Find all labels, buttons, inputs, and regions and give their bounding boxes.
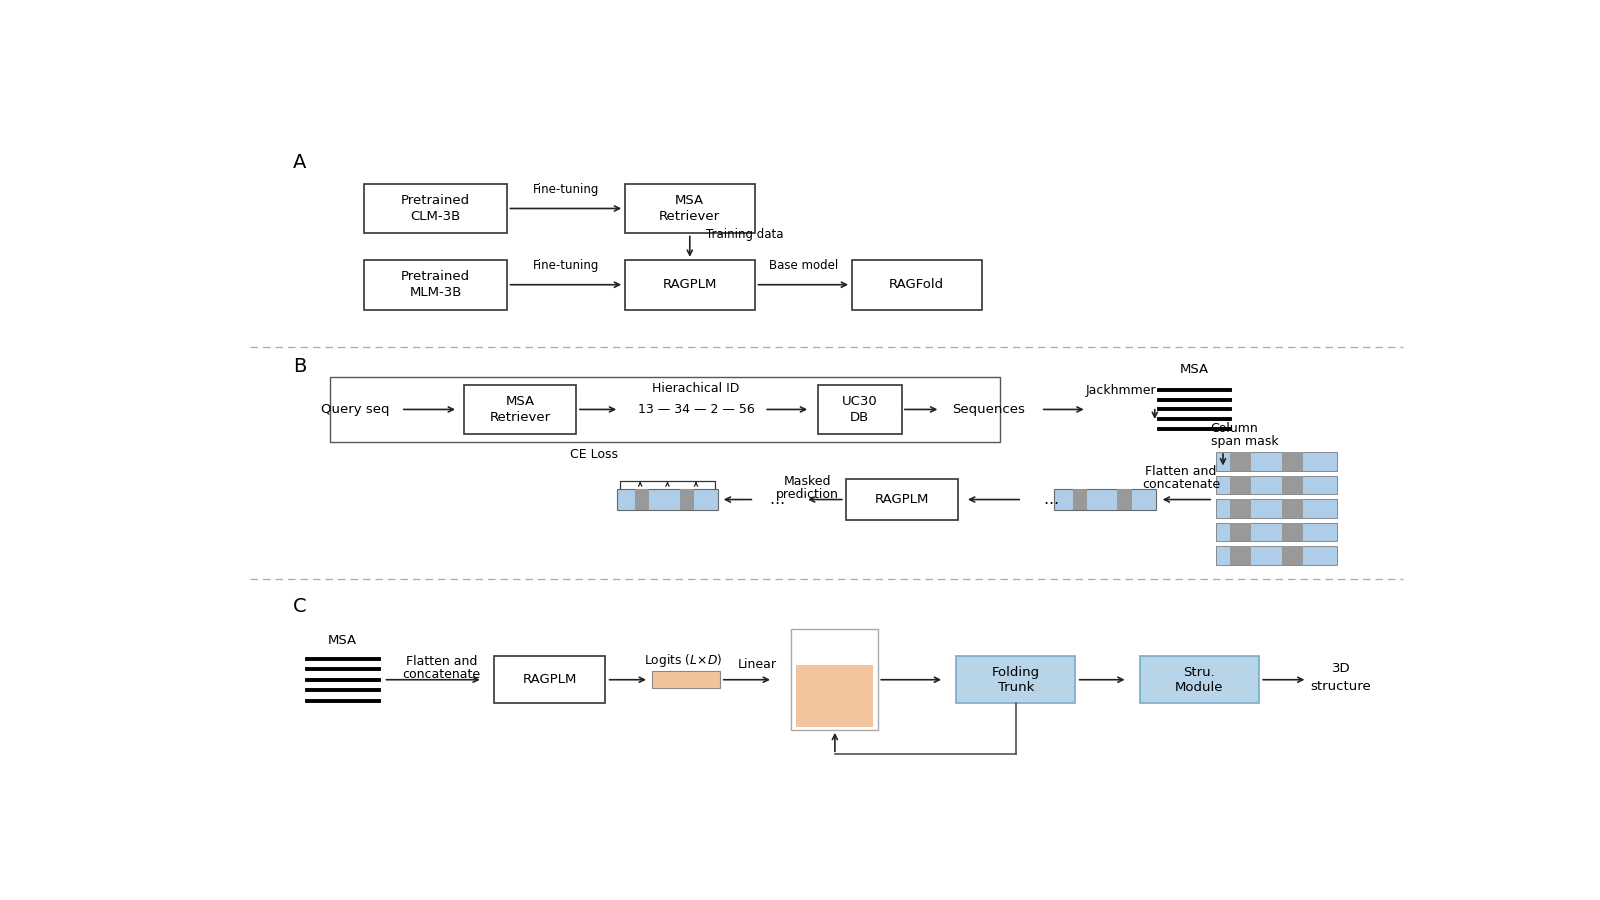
Bar xyxy=(1054,490,1157,510)
Bar xyxy=(1282,546,1302,565)
Text: concatenate: concatenate xyxy=(1142,478,1219,491)
Bar xyxy=(1216,523,1338,542)
Bar xyxy=(635,490,650,510)
Text: Logits ($L\!\times\!D$): Logits ($L\!\times\!D$) xyxy=(645,652,723,669)
Text: …: … xyxy=(1043,492,1058,507)
Text: CE Loss: CE Loss xyxy=(570,448,618,461)
Text: structure: structure xyxy=(1310,680,1371,693)
Bar xyxy=(1216,452,1338,471)
FancyBboxPatch shape xyxy=(846,480,958,519)
Bar xyxy=(1216,475,1338,494)
Text: RAGPLM: RAGPLM xyxy=(875,493,930,506)
Text: prediction: prediction xyxy=(776,488,838,500)
Text: RAGPLM: RAGPLM xyxy=(662,278,717,292)
FancyBboxPatch shape xyxy=(1139,656,1259,703)
Text: Fine-tuning: Fine-tuning xyxy=(533,259,598,272)
Text: Retriever: Retriever xyxy=(659,210,720,223)
Bar xyxy=(651,671,720,688)
Text: Jackhmmer: Jackhmmer xyxy=(1086,383,1157,397)
Bar xyxy=(1230,500,1251,518)
Text: MSA: MSA xyxy=(328,634,357,647)
FancyBboxPatch shape xyxy=(494,656,605,703)
Bar xyxy=(1216,500,1338,518)
Text: Training data: Training data xyxy=(706,228,784,241)
Bar xyxy=(797,665,874,727)
Text: MSA: MSA xyxy=(675,194,704,207)
Text: UC30: UC30 xyxy=(842,395,877,409)
Text: A: A xyxy=(293,153,306,172)
Bar xyxy=(616,490,718,510)
Text: MLM-3B: MLM-3B xyxy=(410,286,462,299)
Bar xyxy=(1282,500,1302,518)
Text: B: B xyxy=(293,357,306,376)
Bar xyxy=(1230,452,1251,471)
Text: Folding: Folding xyxy=(992,666,1040,679)
Text: span mask: span mask xyxy=(1211,435,1278,448)
Bar xyxy=(1282,475,1302,494)
Text: Column: Column xyxy=(1211,422,1258,436)
Text: CLM-3B: CLM-3B xyxy=(411,210,461,223)
Text: Flatten and: Flatten and xyxy=(406,655,477,668)
Text: Pretrained: Pretrained xyxy=(402,194,470,207)
Text: Hierachical ID: Hierachical ID xyxy=(653,382,739,395)
Text: Trunk: Trunk xyxy=(998,680,1034,694)
Text: Sequences: Sequences xyxy=(952,403,1026,416)
Text: DB: DB xyxy=(850,410,869,424)
Text: RAGPLM: RAGPLM xyxy=(523,673,578,686)
FancyBboxPatch shape xyxy=(957,656,1075,703)
Bar xyxy=(1072,490,1086,510)
Text: 13 — 34 — 2 — 56: 13 — 34 — 2 — 56 xyxy=(638,403,754,416)
Text: Masked: Masked xyxy=(784,475,832,488)
Bar xyxy=(1282,523,1302,542)
FancyBboxPatch shape xyxy=(365,184,507,233)
Bar xyxy=(1216,546,1338,565)
Bar xyxy=(1230,475,1251,494)
Text: Flatten and: Flatten and xyxy=(1146,465,1216,478)
FancyBboxPatch shape xyxy=(464,385,576,434)
FancyBboxPatch shape xyxy=(624,184,755,233)
Text: concatenate: concatenate xyxy=(403,668,482,680)
Bar xyxy=(1117,490,1131,510)
Bar xyxy=(1230,523,1251,542)
FancyBboxPatch shape xyxy=(851,260,982,310)
Text: Retriever: Retriever xyxy=(490,410,550,424)
Text: Stru.: Stru. xyxy=(1184,666,1216,679)
Text: 3D: 3D xyxy=(1331,662,1350,675)
Text: MSA: MSA xyxy=(506,395,534,409)
FancyBboxPatch shape xyxy=(365,260,507,310)
FancyBboxPatch shape xyxy=(818,385,902,434)
FancyBboxPatch shape xyxy=(792,629,878,730)
FancyBboxPatch shape xyxy=(624,260,755,310)
Text: Pretrained: Pretrained xyxy=(402,270,470,284)
Text: C: C xyxy=(293,597,307,616)
Text: RAGFold: RAGFold xyxy=(890,278,944,292)
Text: Linear: Linear xyxy=(738,658,776,671)
Text: Module: Module xyxy=(1174,680,1224,694)
Text: …: … xyxy=(770,492,784,507)
Text: MSA: MSA xyxy=(1179,363,1210,376)
Text: Query seq: Query seq xyxy=(320,403,389,416)
Bar xyxy=(1230,546,1251,565)
Text: Base model: Base model xyxy=(770,259,838,272)
Text: Fine-tuning: Fine-tuning xyxy=(533,183,598,196)
Bar xyxy=(680,490,694,510)
Bar xyxy=(1282,452,1302,471)
